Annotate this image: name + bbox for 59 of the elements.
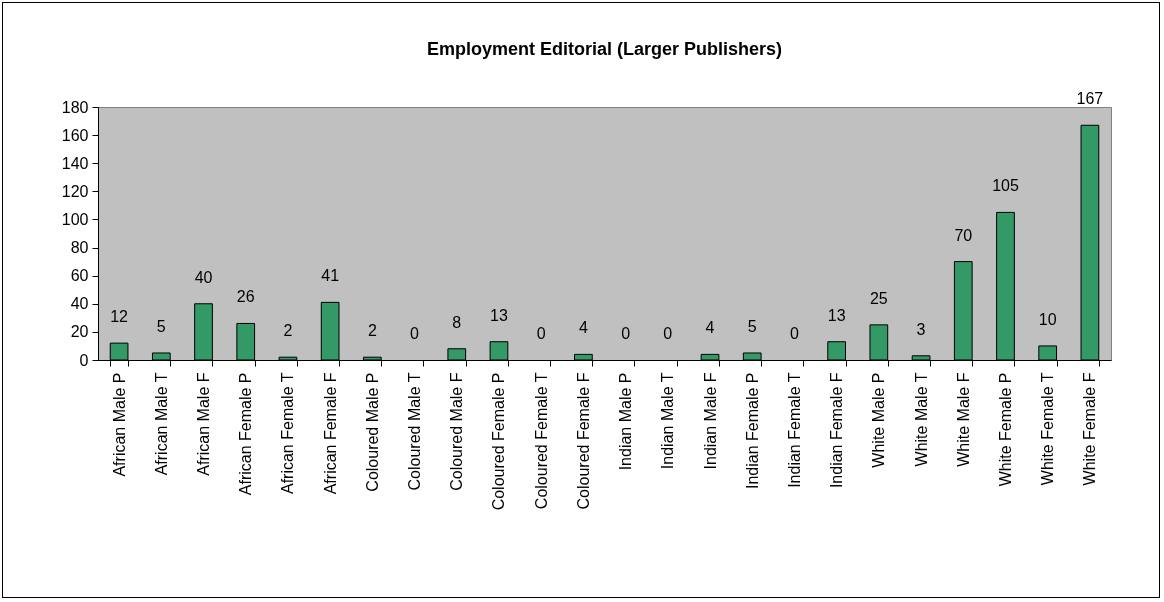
data-label: 13	[827, 306, 846, 324]
y-tick-label: 120	[61, 182, 89, 200]
data-label: 105	[992, 177, 1019, 195]
data-label: 4	[705, 319, 715, 337]
x-tick-label: Indian Female F	[828, 372, 846, 489]
x-tick-label: Indian Male F	[701, 372, 719, 470]
x-tick-label: African Male T	[152, 372, 170, 476]
data-label: 5	[747, 317, 757, 335]
x-tick-label: Indian Male P	[617, 372, 635, 471]
x-tick-label: White Female F	[1081, 372, 1099, 486]
x-tick-label: Coloured Male P	[363, 372, 381, 492]
data-label: 10	[1038, 310, 1057, 328]
x-tick-label: Indian Female T	[785, 372, 803, 488]
x-tick-label: Coloured Female P	[490, 372, 508, 511]
y-tick-label: 180	[61, 98, 89, 116]
y-tick-label: 60	[70, 267, 89, 285]
data-label: 3	[916, 320, 926, 338]
data-label: 41	[321, 267, 340, 285]
chart-title: Employment Editorial (Larger Publishers)	[426, 39, 783, 60]
data-label: 40	[194, 268, 213, 286]
x-tick-label: White Male P	[870, 372, 888, 468]
y-tick-label: 140	[61, 154, 89, 172]
x-tick-label: African Female T	[279, 372, 297, 495]
x-tick-label: African Male P	[110, 372, 128, 477]
data-label: 4	[578, 319, 588, 337]
y-tick-label: 40	[70, 295, 89, 313]
x-tick-label: African Female P	[237, 372, 255, 496]
x-tick-label: Coloured Female F	[574, 372, 592, 510]
data-label: 26	[236, 288, 255, 306]
x-tick-label: African Male F	[195, 372, 213, 476]
data-label: 8	[452, 313, 462, 331]
y-tick-label: 100	[61, 210, 89, 228]
x-tick-label: Indian Male T	[659, 372, 677, 470]
data-label: 13	[490, 306, 508, 324]
y-tick-label: 20	[70, 323, 89, 341]
y-tick-label: 160	[61, 126, 89, 144]
x-tick-label: Coloured Male T	[406, 372, 424, 491]
x-tick-label: White Female T	[1039, 372, 1057, 486]
x-tick-label: White Female P	[996, 372, 1014, 487]
x-tick-label: Indian Female P	[743, 372, 761, 490]
data-label: 25	[869, 289, 888, 307]
data-label: 12	[110, 308, 129, 326]
x-tick-label: Coloured Male F	[448, 372, 466, 491]
x-tick-label: White Male T	[912, 372, 930, 467]
y-tick-label: 80	[70, 239, 89, 257]
data-label: 2	[283, 322, 293, 340]
x-tick-label: African Female F	[321, 372, 339, 495]
x-tick-label: Coloured Female T	[532, 372, 550, 510]
data-label: 0	[536, 325, 546, 342]
data-label: 5	[156, 317, 166, 335]
data-label: 0	[410, 325, 420, 342]
x-tick-label: White Male F	[954, 372, 972, 467]
data-label: 70	[954, 226, 973, 244]
data-label: 0	[621, 325, 631, 342]
data-label: 0	[789, 325, 799, 342]
y-tick-label: 0	[79, 351, 89, 369]
data-label: 167	[1076, 90, 1104, 108]
data-label: 0	[663, 325, 673, 342]
data-label: 2	[367, 322, 377, 340]
